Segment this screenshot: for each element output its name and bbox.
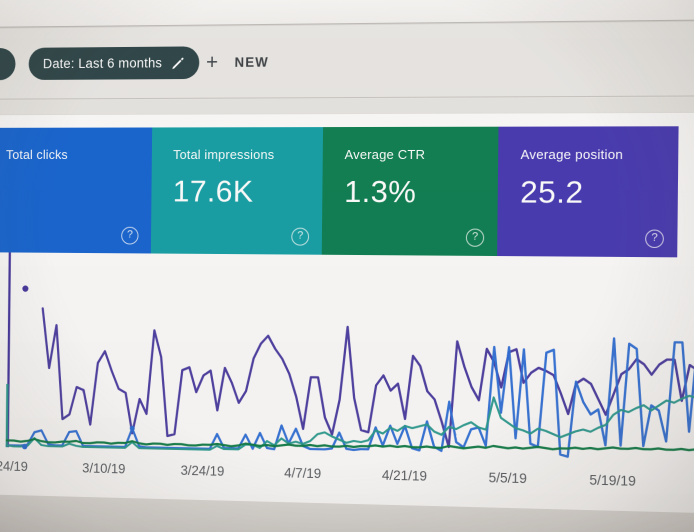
x-tick-label: 3/10/19 (82, 460, 126, 477)
help-icon[interactable]: ? (121, 226, 139, 245)
metric-card-value: 17.6K (172, 173, 254, 209)
x-tick-label: 4/21/19 (381, 467, 428, 484)
x-tick-label: 3/24/19 (180, 462, 225, 479)
metric-card-value: 1.3% (344, 173, 417, 210)
search-type-chip-partial[interactable] (0, 47, 16, 81)
performance-panel: Total clicks? Total impressions 17.6K? Aver… (0, 112, 694, 515)
metric-cards-row: Total clicks? Total impressions 17.6K? Aver… (0, 126, 679, 258)
filter-toolbar: Date: Last 6 months + NEW (0, 20, 694, 100)
metric-card-clicks[interactable]: Total clicks? (0, 127, 153, 254)
x-tick-label: 5/5/19 (488, 470, 527, 487)
metric-card-ctr[interactable]: Average CTR 1.3%? (321, 126, 499, 257)
chart-spike-ctr (7, 384, 8, 447)
date-filter-label: Date: Last 6 months (42, 55, 163, 72)
help-icon[interactable]: ? (465, 228, 485, 247)
chart-canvas (4, 252, 694, 470)
metric-card-label: Average position (520, 146, 624, 163)
help-icon[interactable]: ? (291, 227, 310, 246)
metric-card-value: 25.2 (519, 174, 584, 210)
x-tick-label: 5/19/19 (589, 472, 637, 489)
x-tick-label: 4/7/19 (284, 465, 322, 482)
help-icon[interactable]: ? (645, 229, 664, 249)
performance-chart: 2/24/19 3/10/19 3/24/19 4/7/19 4/21/19 5/5/19… (0, 252, 694, 503)
metric-card-position[interactable]: Average position 25.2? (497, 126, 679, 258)
edit-pencil-icon (171, 56, 185, 70)
date-filter-chip[interactable]: Date: Last 6 months (28, 46, 200, 80)
chart-point-marker-impressions (22, 285, 29, 292)
new-filter-button[interactable]: + NEW (206, 46, 269, 79)
metric-card-label: Total clicks (5, 147, 68, 162)
chart-line-impressions (41, 308, 694, 452)
plus-icon: + (205, 50, 219, 74)
metric-card-impressions[interactable]: Total impressions 17.6K? (150, 127, 324, 255)
metric-card-label: Total impressions (173, 147, 275, 162)
metric-card-label: Average CTR (344, 146, 426, 163)
x-tick-label: 2/24/19 (0, 458, 28, 475)
new-button-label: NEW (234, 54, 270, 70)
